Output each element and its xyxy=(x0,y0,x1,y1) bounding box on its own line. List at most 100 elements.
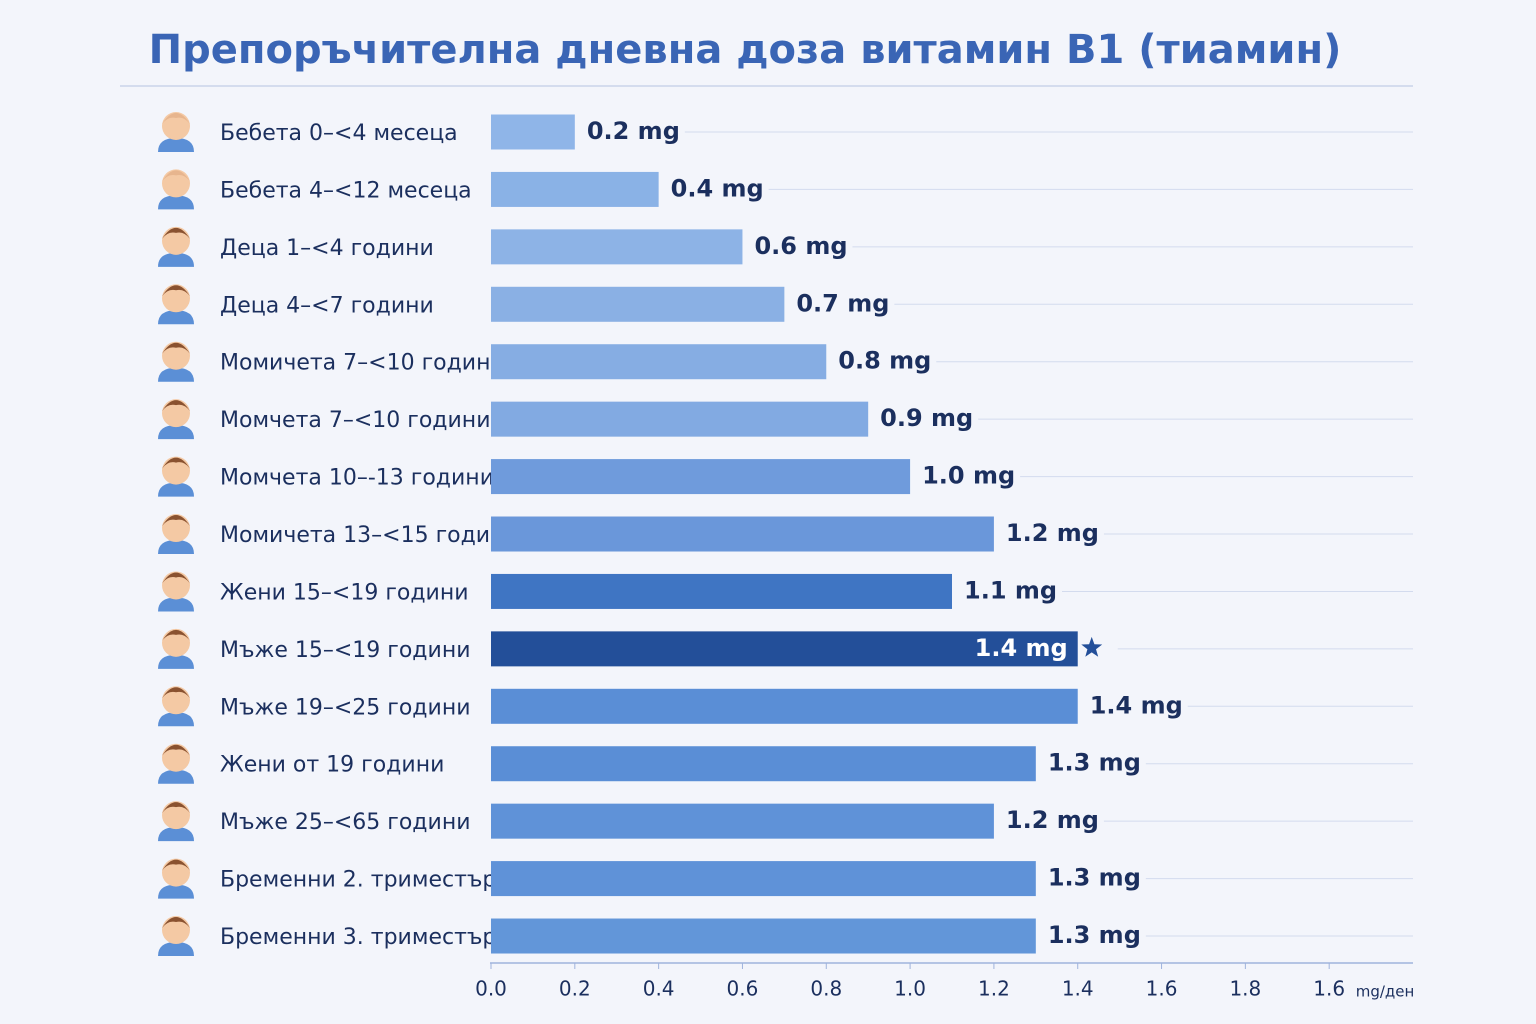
bar xyxy=(491,803,994,839)
category-label: Момчета 7–<10 години xyxy=(220,408,491,433)
avatar-icon xyxy=(158,284,194,325)
avatar-hair xyxy=(162,802,190,814)
avatar-body xyxy=(158,425,194,440)
bar xyxy=(491,746,1036,782)
value-label: 0.6 mg xyxy=(754,232,847,260)
x-tick-label: 1.6 xyxy=(1313,977,1345,1001)
avatar-face xyxy=(162,399,190,428)
value-label: 0.9 mg xyxy=(880,404,973,432)
x-tick-label: 1.0 xyxy=(894,977,926,1001)
value-label: 1.3 mg xyxy=(1048,864,1141,892)
avatar-body xyxy=(158,367,194,382)
bar xyxy=(491,631,1078,667)
avatar-face xyxy=(162,284,190,313)
category-label: Жени 15–<19 години xyxy=(220,580,469,605)
avatar-face xyxy=(162,456,190,485)
avatar-face xyxy=(162,686,190,715)
avatar-body xyxy=(158,252,194,267)
avatar-hair xyxy=(162,572,190,584)
bar xyxy=(491,573,952,609)
avatar-body xyxy=(158,138,194,152)
avatar-face xyxy=(162,514,190,543)
bar xyxy=(491,229,743,265)
avatar-icon xyxy=(158,514,194,555)
avatar-hair xyxy=(162,687,190,699)
avatar-body xyxy=(158,942,194,957)
avatar-hair xyxy=(162,744,190,756)
x-tick-label: 1.6 xyxy=(1146,977,1178,1001)
value-label: 1.2 mg xyxy=(1006,519,1099,547)
x-tick-label: 0.4 xyxy=(643,977,675,1001)
avatar-icon xyxy=(158,112,194,152)
x-tick-label: 0.0 xyxy=(475,977,507,1001)
category-label: Мъже 19–<25 години xyxy=(220,695,471,720)
category-label: Момичета 13–<15 години xyxy=(220,523,519,548)
avatar-body xyxy=(158,597,194,612)
avatar-icon xyxy=(158,226,194,267)
avatar-face xyxy=(162,916,190,945)
avatar-hair xyxy=(162,400,190,412)
value-label: 0.7 mg xyxy=(796,289,889,317)
value-label: 0.2 mg xyxy=(587,117,680,145)
bar xyxy=(491,401,869,437)
avatar-hair xyxy=(162,227,190,239)
value-label: 1.2 mg xyxy=(1006,806,1099,834)
avatar-face xyxy=(162,112,190,140)
x-tick-label: 0.2 xyxy=(559,977,591,1001)
avatar-icon xyxy=(158,858,194,899)
chart-title: Препоръчителна дневна доза витамин B1 (т… xyxy=(149,27,1342,73)
avatar-face xyxy=(162,801,190,830)
bar xyxy=(491,286,785,322)
category-label: Деца 4–<7 години xyxy=(220,293,434,318)
avatar-body xyxy=(158,769,194,784)
avatar-icon xyxy=(158,399,194,440)
avatar-hair xyxy=(162,170,190,182)
category-label: Бременни 2. триместър xyxy=(220,868,496,893)
value-label: 0.4 mg xyxy=(671,174,764,202)
avatar-face xyxy=(162,341,190,370)
avatar-face xyxy=(162,858,190,887)
avatar-face xyxy=(162,226,190,255)
avatar-hair xyxy=(162,515,190,527)
avatar-hair xyxy=(162,285,190,297)
avatar-hair xyxy=(162,342,190,354)
bar xyxy=(491,344,827,380)
category-label: Бебета 4–<12 месеца xyxy=(220,178,472,203)
bar xyxy=(491,861,1036,897)
avatar-body xyxy=(158,827,194,842)
bar xyxy=(491,918,1036,954)
avatar-face xyxy=(162,628,190,657)
avatar-body xyxy=(158,310,194,325)
x-tick-label: 0.6 xyxy=(727,977,759,1001)
category-label: Жени от 19 години xyxy=(220,753,444,778)
avatar-icon xyxy=(158,801,194,842)
avatar-icon xyxy=(158,456,194,497)
bar xyxy=(491,459,911,495)
bar xyxy=(491,688,1078,724)
value-label: 1.0 mg xyxy=(922,462,1015,490)
value-label: 0.8 mg xyxy=(838,347,931,375)
avatar-icon xyxy=(158,571,194,612)
avatar-body xyxy=(158,482,194,497)
value-label: 1.3 mg xyxy=(1048,921,1141,949)
avatar-body xyxy=(158,195,194,210)
bar xyxy=(491,114,575,150)
avatar-icon xyxy=(158,686,194,727)
avatar-hair xyxy=(162,629,190,641)
avatar-icon xyxy=(158,743,194,784)
avatar-hair xyxy=(162,457,190,469)
category-label: Бебета 0–<4 месеца xyxy=(220,121,458,146)
avatar-face xyxy=(162,571,190,600)
bar xyxy=(491,516,994,552)
avatar-face xyxy=(162,169,190,198)
category-label: Мъже 25–<65 години xyxy=(220,810,471,835)
avatar-hair xyxy=(162,113,190,124)
x-tick-label: 0.8 xyxy=(810,977,842,1001)
bar xyxy=(491,171,659,207)
category-label: Момичета 7–<10 години xyxy=(220,351,505,376)
avatar-icon xyxy=(158,628,194,669)
avatar-body xyxy=(158,540,194,555)
avatar-icon xyxy=(158,916,194,957)
